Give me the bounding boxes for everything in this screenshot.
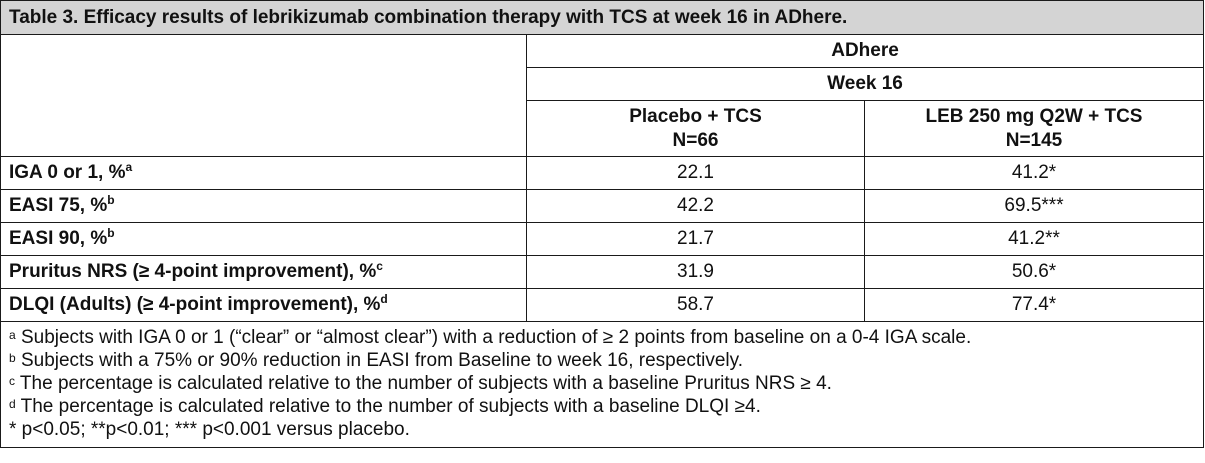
footnote-a: a Subjects with IGA 0 or 1 (“clear” or “… (9, 326, 1195, 349)
row-label-text: Pruritus NRS (≥ 4-point improvement), % (9, 261, 377, 282)
footnote-text: The percentage is calculated relative to… (15, 396, 761, 417)
column-header-leb: LEB 250 mg Q2W + TCS N=145 (863, 100, 1205, 157)
footnote-row: a Subjects with IGA 0 or 1 (“clear” or “… (0, 321, 1205, 448)
table-title: Table 3. Efficacy results of lebrikizuma… (0, 0, 1205, 35)
significance-note: * p<0.05; **p<0.01; *** p<0.001 versus p… (9, 419, 410, 440)
row-label-text: EASI 75, % (9, 195, 108, 216)
column-header-placebo-name: Placebo + TCS (629, 105, 762, 127)
timepoint-header: Week 16 (525, 67, 1205, 101)
table-row: EASI 75, %b 42.2 69.5*** (0, 189, 1205, 223)
column-header-leb-n: N=145 (1005, 129, 1063, 151)
study-header-row: ADhere (0, 34, 1205, 157)
empty-corner-cell (0, 34, 527, 157)
placebo-value: 22.1 (526, 156, 865, 190)
row-label-sup: b (107, 226, 115, 240)
row-label: EASI 90, %b (0, 222, 527, 256)
footnote-mark: c (9, 374, 15, 388)
row-label: EASI 75, %b (0, 189, 527, 223)
footnote-mark: d (9, 397, 16, 411)
row-label: IGA 0 or 1, %a (0, 156, 527, 190)
title-row: Table 3. Efficacy results of lebrikizuma… (0, 0, 1205, 35)
study-header: ADhere (525, 34, 1205, 68)
leb-value: 69.5*** (863, 189, 1205, 223)
placebo-value: 21.7 (526, 222, 865, 256)
row-label-sup: b (107, 193, 115, 207)
placebo-value: 31.9 (526, 255, 865, 289)
footnote-d: d The percentage is calculated relative … (9, 395, 1195, 418)
arm-header-row: Placebo + TCS N=66 LEB 250 mg Q2W + TCS … (1, 100, 1205, 157)
footnote-text: Subjects with a 75% or 90% reduction in … (15, 350, 743, 371)
footnote-b: b Subjects with a 75% or 90% reduction i… (9, 349, 1195, 372)
footnote-mark: b (9, 351, 16, 365)
leb-value: 77.4* (863, 288, 1205, 322)
footnote-text: Subjects with IGA 0 or 1 (“clear” or “al… (15, 327, 972, 348)
footnote-mark: a (9, 328, 16, 342)
column-header-leb-name: LEB 250 mg Q2W + TCS (925, 105, 1143, 127)
table-row: DLQI (Adults) (≥ 4-point improvement), %… (0, 288, 1205, 322)
row-label-sup: d (380, 292, 388, 306)
placebo-value: 58.7 (526, 288, 865, 322)
column-header-placebo: Placebo + TCS N=66 (526, 100, 865, 157)
leb-value: 50.6* (863, 255, 1205, 289)
row-label-text: DLQI (Adults) (≥ 4-point improvement), % (9, 294, 381, 315)
row-label: Pruritus NRS (≥ 4-point improvement), %c (0, 255, 527, 289)
row-label-sup: a (125, 160, 133, 174)
table-row: IGA 0 or 1, %a 22.1 41.2* (0, 156, 1205, 190)
footnotes: a Subjects with IGA 0 or 1 (“clear” or “… (0, 321, 1205, 448)
row-label-sup: c (376, 259, 383, 273)
placebo-value: 42.2 (526, 189, 865, 223)
efficacy-table: Table 3. Efficacy results of lebrikizuma… (0, 0, 1205, 448)
table-row: EASI 90, %b 21.7 41.2** (0, 222, 1205, 256)
leb-value: 41.2* (863, 156, 1205, 190)
column-header-placebo-n: N=66 (672, 129, 719, 151)
leb-value: 41.2** (863, 222, 1205, 256)
table-row: Pruritus NRS (≥ 4-point improvement), %c… (0, 255, 1205, 289)
timepoint-header-row: Week 16 (1, 67, 1205, 101)
row-label: DLQI (Adults) (≥ 4-point improvement), %… (0, 288, 527, 322)
footnote-c: c The percentage is calculated relative … (9, 372, 1195, 395)
row-label-text: IGA 0 or 1, % (9, 162, 126, 183)
footnote-text: The percentage is calculated relative to… (15, 373, 832, 394)
row-label-text: EASI 90, % (9, 228, 108, 249)
